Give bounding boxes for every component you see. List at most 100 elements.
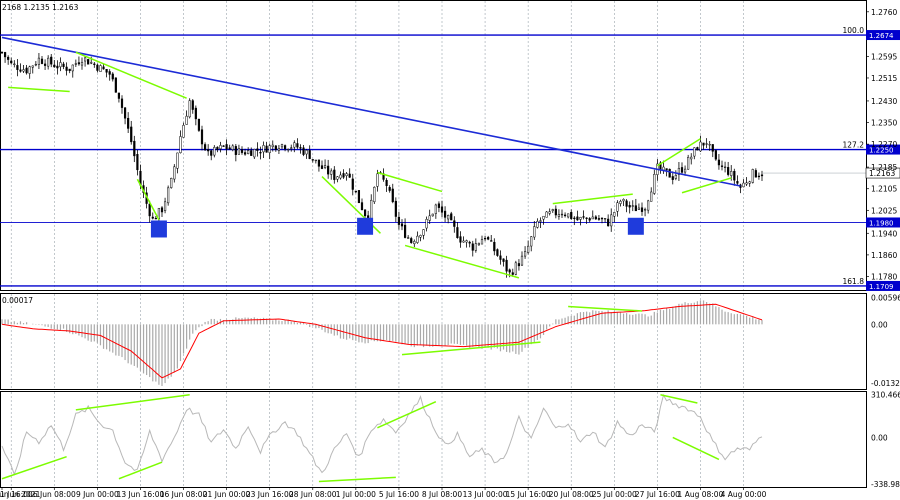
candle-body	[259, 152, 262, 154]
candle-body	[99, 65, 102, 72]
candle-body	[111, 73, 114, 80]
candle-body	[283, 145, 287, 150]
candle-body	[148, 203, 151, 217]
candle-body	[597, 218, 601, 220]
candle-body	[573, 217, 576, 220]
candle-body	[320, 165, 324, 169]
divergence-line	[75, 51, 187, 99]
candle-body	[271, 144, 274, 148]
time-tick-label: 1 Jun 2021	[0, 490, 41, 499]
candle-body	[742, 182, 745, 188]
candle-body	[511, 272, 514, 275]
candle-body	[748, 181, 751, 184]
candle-body	[727, 167, 730, 175]
candle-body	[388, 187, 391, 191]
level-price-label-bg	[866, 217, 900, 228]
candle-body	[123, 107, 127, 119]
level-price-label-bg	[866, 144, 900, 155]
candle-body	[634, 205, 637, 212]
price-tick-label: 1.1860	[871, 251, 897, 260]
price-tick-label: 1.2760	[871, 8, 897, 17]
signal-markers[interactable]	[150, 217, 644, 238]
candle-body	[65, 66, 68, 71]
candle-body	[613, 212, 616, 217]
candle-body	[603, 218, 607, 220]
candle-body	[302, 147, 305, 155]
candle-body	[219, 145, 222, 150]
candle-body	[640, 207, 644, 212]
signal-marker-square	[627, 217, 644, 235]
candle-body	[179, 136, 182, 154]
macd-indicator: 0.00596 0.00 -0.01321	[1, 294, 900, 388]
candle-body	[456, 227, 459, 239]
candle-body	[563, 214, 567, 217]
time-tick-label: 4 Aug 00:00	[721, 490, 767, 499]
candle-body	[311, 159, 314, 161]
level-price-label: 1.1980	[869, 219, 894, 227]
macd-header: 0.00017	[2, 296, 33, 305]
candle-body	[234, 146, 237, 155]
candle-body	[308, 150, 311, 159]
candle-body	[247, 150, 250, 154]
divergence-line	[681, 177, 732, 194]
candle-body	[105, 68, 108, 73]
candle-body	[671, 176, 674, 180]
price-tick-label: 1.1780	[871, 272, 897, 281]
candle-body	[130, 126, 133, 143]
candle-body	[530, 236, 533, 247]
candle-body	[730, 171, 733, 176]
level-price-label-bg	[866, 280, 900, 291]
candle-body	[237, 148, 241, 155]
candle-body	[391, 188, 394, 203]
time-tick-label: 9 Jun 00:00	[76, 490, 119, 499]
candle-body	[299, 147, 302, 149]
candle-body	[480, 239, 484, 245]
candle-body	[477, 243, 481, 246]
trendline-group[interactable]	[1, 36, 741, 187]
candle-body	[133, 140, 136, 157]
macd-divergence-line	[401, 341, 541, 356]
cci-divergence-line	[660, 394, 698, 404]
candle-body	[268, 145, 271, 153]
candle-body	[425, 219, 428, 229]
candle-body	[653, 174, 656, 194]
candle-body	[25, 67, 28, 74]
candle-body	[114, 77, 117, 93]
candle-body	[342, 173, 345, 178]
candle-body	[462, 240, 465, 243]
candle-body	[170, 177, 173, 188]
candle-body	[77, 62, 81, 65]
candle-body	[502, 258, 505, 262]
candle-body	[582, 216, 585, 218]
candle-body	[293, 142, 296, 148]
candle-body	[19, 69, 22, 72]
candle-body	[71, 64, 74, 72]
time-tick-label: 5 Jul 16:00	[379, 490, 419, 499]
macd-tick-label: 0.00	[871, 320, 888, 329]
candle-body	[363, 209, 367, 217]
candle-body	[0, 51, 4, 54]
candle-body	[228, 147, 231, 150]
candle-body	[194, 107, 197, 120]
time-tick-label: 1 Jul 00:00	[336, 490, 376, 499]
candle-body	[394, 200, 397, 217]
candle-body	[176, 152, 179, 169]
candle-body	[693, 147, 696, 157]
candle-body	[31, 65, 34, 68]
candle-body	[650, 191, 653, 202]
candle-body	[579, 216, 582, 220]
cci-divergence-line	[118, 461, 163, 480]
candle-body	[434, 204, 437, 214]
candle-body	[453, 220, 456, 227]
candle-body	[351, 178, 354, 190]
candle-body	[514, 262, 517, 275]
candle-body	[13, 63, 16, 65]
candle-body	[50, 56, 53, 65]
candle-body	[591, 216, 594, 220]
candle-body	[717, 159, 721, 166]
candle-body	[400, 223, 404, 227]
candle-body	[290, 147, 293, 149]
candle-body	[216, 146, 219, 150]
